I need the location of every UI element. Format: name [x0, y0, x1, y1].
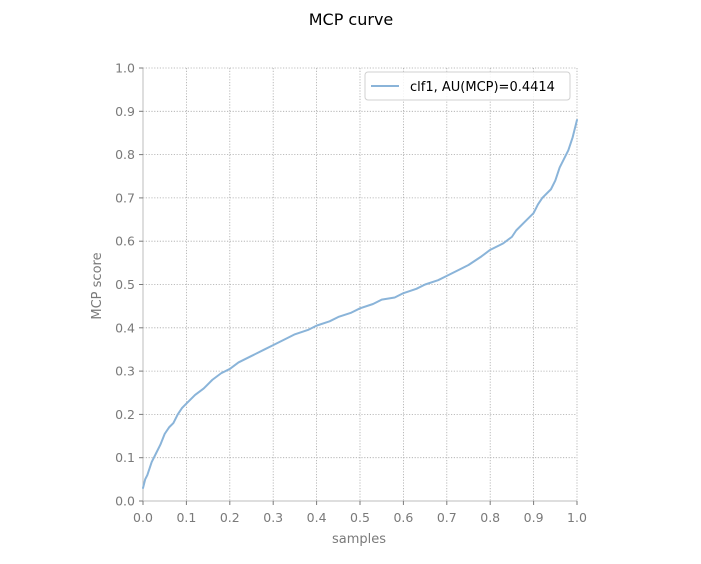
x-tick-label: 0.9 — [524, 510, 544, 525]
legend-box — [364, 71, 571, 101]
y-tick-label: 1.0 — [115, 61, 135, 76]
x-tick-label: 0.6 — [393, 510, 413, 525]
series-layer — [142, 118, 578, 490]
legend-label: clf1, AU(MCP)=0.4414 — [410, 80, 555, 95]
y-tick-label: 0.8 — [115, 147, 135, 162]
legend: clf1, AU(MCP)=0.4414 — [364, 71, 571, 101]
y-tick-label: 0.0 — [115, 494, 135, 509]
y-tick-label: 0.5 — [115, 277, 135, 292]
y-tick-label: 0.4 — [115, 320, 135, 335]
x-tick-label: 0.2 — [220, 510, 240, 525]
x-tick-label: 0.5 — [350, 510, 370, 525]
y-tick-label: 0.1 — [115, 450, 135, 465]
y-tick-label: 0.7 — [115, 190, 135, 205]
y-axis-ticks: 0.0 0.1 0.2 0.3 0.4 0.5 0.6 0.7 0.8 0.9 1.0 — [115, 61, 143, 509]
y-tick-label: 0.9 — [115, 104, 135, 119]
x-tick-label: 0.0 — [133, 510, 153, 525]
x-tick-label: 0.7 — [437, 510, 457, 525]
y-tick-label: 0.3 — [115, 364, 135, 379]
y-tick-label: 0.2 — [115, 407, 135, 422]
x-tick-label: 1.0 — [567, 510, 587, 525]
grid — [142, 67, 578, 502]
x-axis-ticks: 0.0 0.1 0.2 0.3 0.4 0.5 0.6 0.7 0.8 0.9 1.0 — [133, 501, 587, 525]
x-axis-label: samples — [332, 532, 386, 547]
y-tick-label: 0.6 — [115, 234, 135, 249]
x-tick-label: 0.4 — [307, 510, 327, 525]
series-line-0 — [142, 118, 578, 490]
chart-title: MCP curve — [309, 10, 394, 29]
x-tick-label: 0.1 — [176, 510, 196, 525]
x-tick-label: 0.8 — [480, 510, 500, 525]
y-axis-label: MCP score — [90, 252, 105, 319]
x-tick-label: 0.3 — [263, 510, 283, 525]
